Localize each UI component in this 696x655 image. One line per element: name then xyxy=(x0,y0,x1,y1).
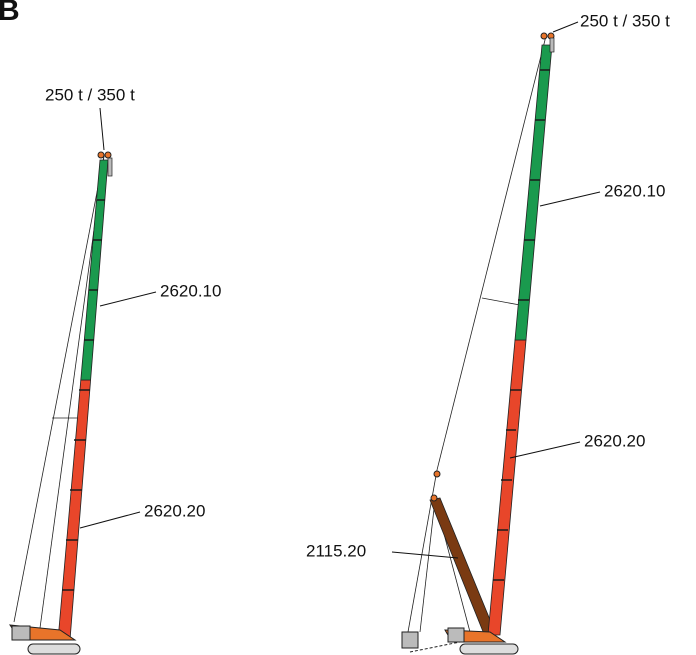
left-crane: 250 t / 350 t 2620.10 2620.20 xyxy=(8,85,221,655)
derrick-ballast xyxy=(401,631,419,649)
label: 2115.20 xyxy=(306,541,366,560)
counterweight xyxy=(11,625,31,641)
label: 2620.10 xyxy=(604,181,665,200)
boom-head xyxy=(104,151,112,159)
crawler xyxy=(27,643,81,655)
boom-lower xyxy=(487,339,527,636)
label: 2620.10 xyxy=(160,281,221,300)
counterweight xyxy=(447,627,465,643)
panel-label: B xyxy=(0,0,20,27)
leader xyxy=(79,511,141,529)
boom-head xyxy=(97,151,105,159)
leader xyxy=(509,441,581,459)
leader xyxy=(391,551,459,559)
cable xyxy=(419,499,436,633)
hook xyxy=(549,37,555,53)
leader xyxy=(539,191,601,207)
label: 2620.20 xyxy=(144,501,205,520)
leader xyxy=(99,291,157,307)
jib-head xyxy=(433,470,441,478)
guiding xyxy=(409,641,461,653)
jib-head xyxy=(430,494,438,502)
cable xyxy=(13,155,105,623)
label: 250 t / 350 t xyxy=(580,11,670,30)
hook xyxy=(107,157,113,177)
boom-upper xyxy=(80,159,109,381)
crawler xyxy=(459,643,519,655)
cable xyxy=(436,35,547,471)
boom-lower xyxy=(57,379,92,641)
boom-upper xyxy=(514,44,553,341)
leader xyxy=(552,21,579,33)
luffing-jib xyxy=(429,497,496,635)
right-crane: 250 t / 350 t 2620.10 2620.20 2115.20 xyxy=(306,11,670,655)
boom-joints xyxy=(62,199,105,591)
leader xyxy=(99,107,105,151)
boom-joints xyxy=(493,69,550,581)
label: 2620.20 xyxy=(584,431,645,450)
label: 250 t / 350 t xyxy=(45,85,135,104)
cable xyxy=(481,297,521,306)
boom-head xyxy=(540,32,548,40)
